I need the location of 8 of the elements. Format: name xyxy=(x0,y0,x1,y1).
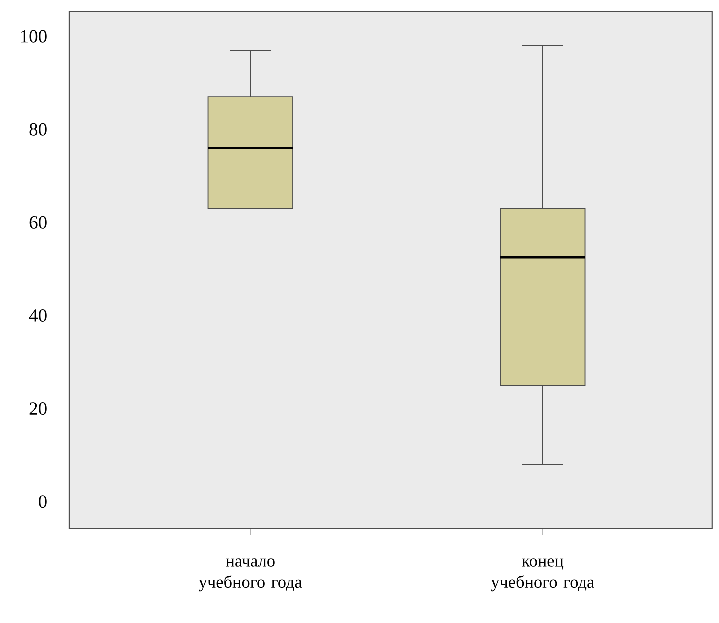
y-tick-label: 100 xyxy=(21,30,47,43)
x-tick-label: конец учебного года xyxy=(491,558,594,592)
y-tick-label: 0 xyxy=(39,496,47,508)
y-tick-label: 20 xyxy=(30,402,47,416)
y-tick-label: 60 xyxy=(30,216,47,229)
y-tick-label: 40 xyxy=(29,309,47,322)
y-tick-label: 80 xyxy=(30,123,47,136)
x-tick-label: начало учебного года xyxy=(199,558,302,592)
